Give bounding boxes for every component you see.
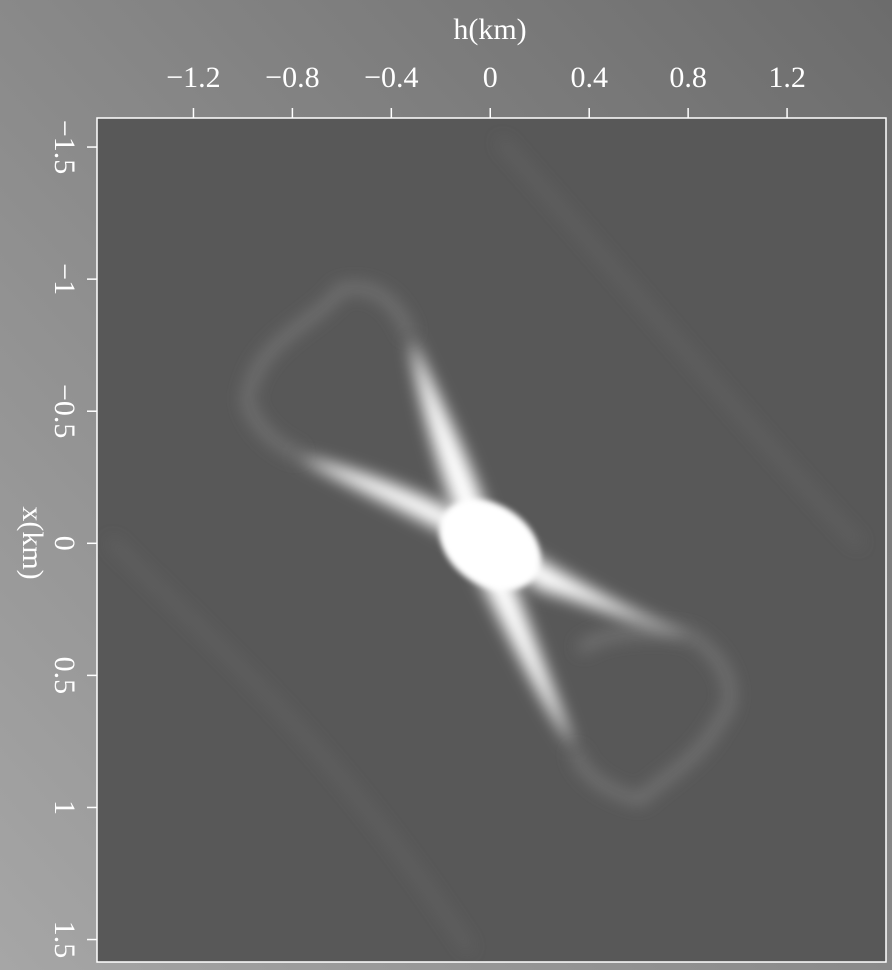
y-tick-label: −1 [48,263,81,295]
x-tick-label: 0 [483,61,498,94]
x-axis-label: h(km) [453,13,526,46]
x-tick-label: 0.8 [669,61,707,94]
y-axis-label: x(km) [16,506,49,579]
chart: h(km) x(km) −1.2 −0.8 −0.4 0 0.4 0.8 1.2 −1.5 −1… [0,0,892,970]
y-tick-label: −0.5 [48,384,81,438]
y-tick-label: −1.5 [48,120,81,174]
x-tick-label: −0.8 [265,61,319,94]
x-tick-label: 0.4 [570,61,608,94]
y-tick-label: 0.5 [48,657,81,695]
x-tick-label: 1.2 [768,61,806,94]
x-tick-label: −0.4 [364,61,418,94]
y-tick-label: 0 [48,536,81,551]
x-tick-label: −1.2 [166,61,220,94]
page: h(km) x(km) −1.2 −0.8 −0.4 0 0.4 0.8 1.2 −1.5 −1… [0,0,892,970]
y-tick-label: 1 [48,800,81,815]
y-tick-label: 1.5 [48,921,81,959]
